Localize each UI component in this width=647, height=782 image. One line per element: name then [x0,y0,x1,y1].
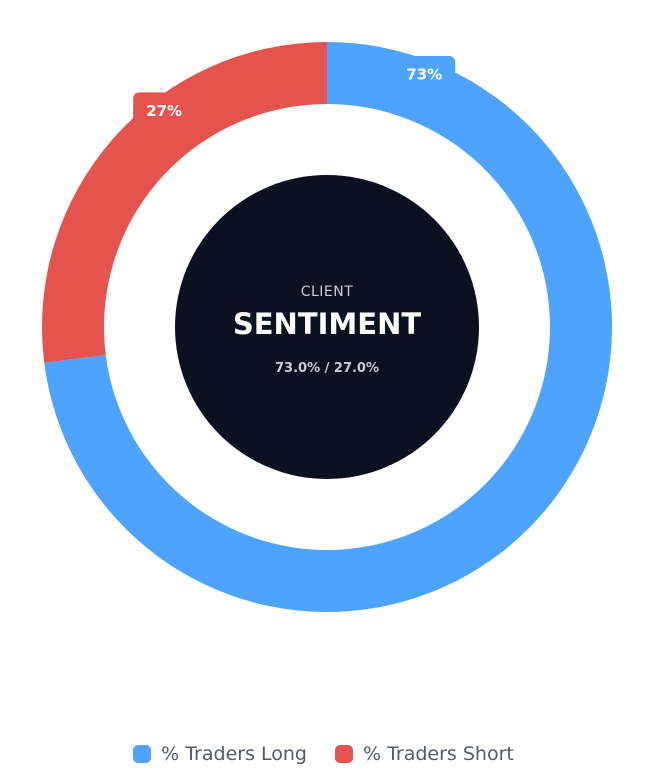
slice-badges: 73% 27% [133,56,456,129]
center-disc [175,175,479,479]
legend-item-long[interactable]: % Traders Long [133,743,307,765]
legend-label-short: % Traders Short [362,743,514,765]
legend-label-long: % Traders Long [161,743,307,765]
legend-item-short[interactable]: % Traders Short [334,743,514,765]
badge-bg [393,56,456,93]
badge-bg [133,92,196,129]
center-title-small: CLIENT [301,284,354,300]
badge-label: 73% [406,66,442,84]
center-ratio: 73.0% / 27.0% [275,361,379,376]
center-title-big: SENTIMENT [233,307,421,341]
legend: % Traders Long % Traders Short [0,740,647,768]
donut-chart: CLIENT SENTIMENT 73.0% / 27.0% 73% 27% [41,42,612,613]
badge-traders-short: 27% [133,92,196,129]
legend-swatch-short [334,745,353,763]
badge-traders-long: 73% [393,56,456,93]
legend-swatch-long [133,745,152,763]
badge-label: 27% [146,102,182,120]
